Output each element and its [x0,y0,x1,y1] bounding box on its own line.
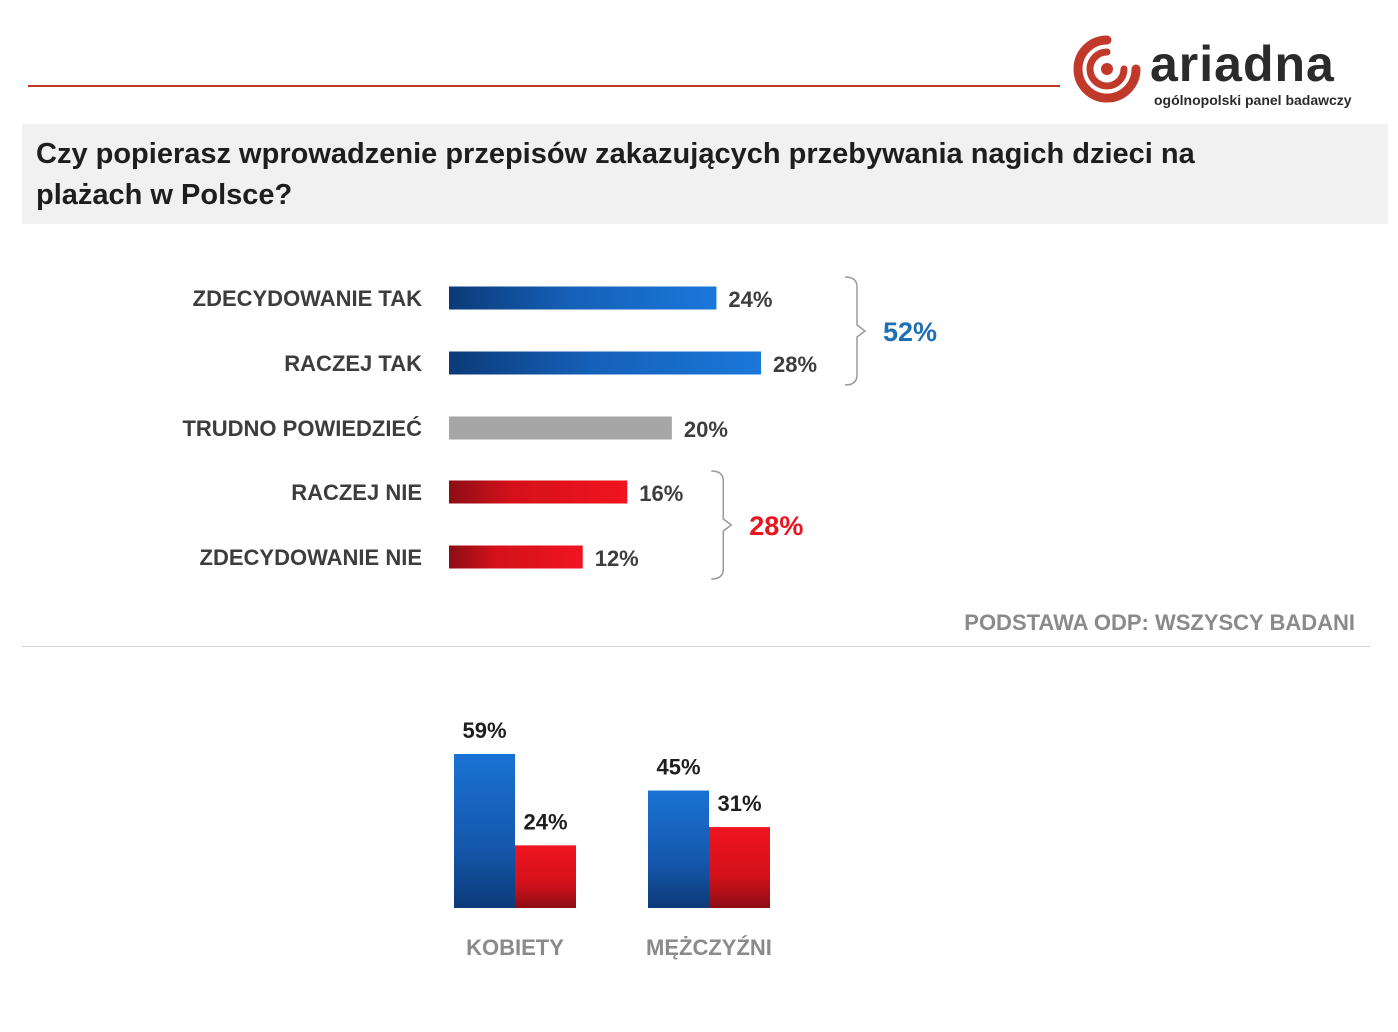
bar [449,286,717,310]
column-category-label: KOBIETY [466,935,564,960]
base-note: PODSTAWA ODP: WSZYSCY BADANI [964,610,1355,635]
logo-tagline: ogólnopolski panel badawczy [1154,92,1352,108]
bar-category-label: ZDECYDOWANIE TAK [193,286,422,311]
column [709,827,770,908]
column-category-label: MĘŻCZYŹNI [646,935,772,960]
logo-wordmark: ariadna [1150,36,1335,92]
bar-value-label: 20% [684,417,728,442]
bar [449,545,583,569]
top-rule [28,85,1060,87]
group-sum-label: 28% [749,511,803,541]
bar-category-label: RACZEJ TAK [284,351,422,376]
bar-category-label: ZDECYDOWANIE NIE [200,545,422,570]
page-title: Czy popierasz wprowadzenie przepisów zak… [36,138,1195,211]
group-sum-label: 52% [883,317,937,347]
bar [449,480,628,504]
bar-category-label: RACZEJ NIE [291,480,422,505]
column-value-label: 45% [656,755,700,780]
mid-rule [22,646,1370,647]
bar-value-label: 12% [595,546,639,571]
bar-value-label: 24% [728,287,772,312]
column-value-label: 31% [717,791,761,816]
column [454,754,515,908]
horizontal-bar-chart: ZDECYDOWANIE TAK 24% RACZEJ TAK 28% TRUDNO P… [182,276,937,580]
bar-value-label: 28% [773,352,817,377]
bar-category-label: TRUDNO POWIEDZIEĆ [182,416,422,441]
group-bracket [844,276,867,386]
group-bracket [711,470,733,580]
column [648,790,709,908]
logo-spiral-icon [1073,35,1141,103]
bar-value-label: 16% [639,481,683,506]
bar [449,416,672,440]
brand-logo: ariadna ogólnopolski panel badawczy [1072,30,1388,114]
column-value-label: 59% [462,718,506,743]
bar [449,351,761,375]
title-box: Czy popierasz wprowadzenie przepisów zak… [22,124,1388,224]
column [515,845,576,908]
column-value-label: 24% [523,809,567,834]
